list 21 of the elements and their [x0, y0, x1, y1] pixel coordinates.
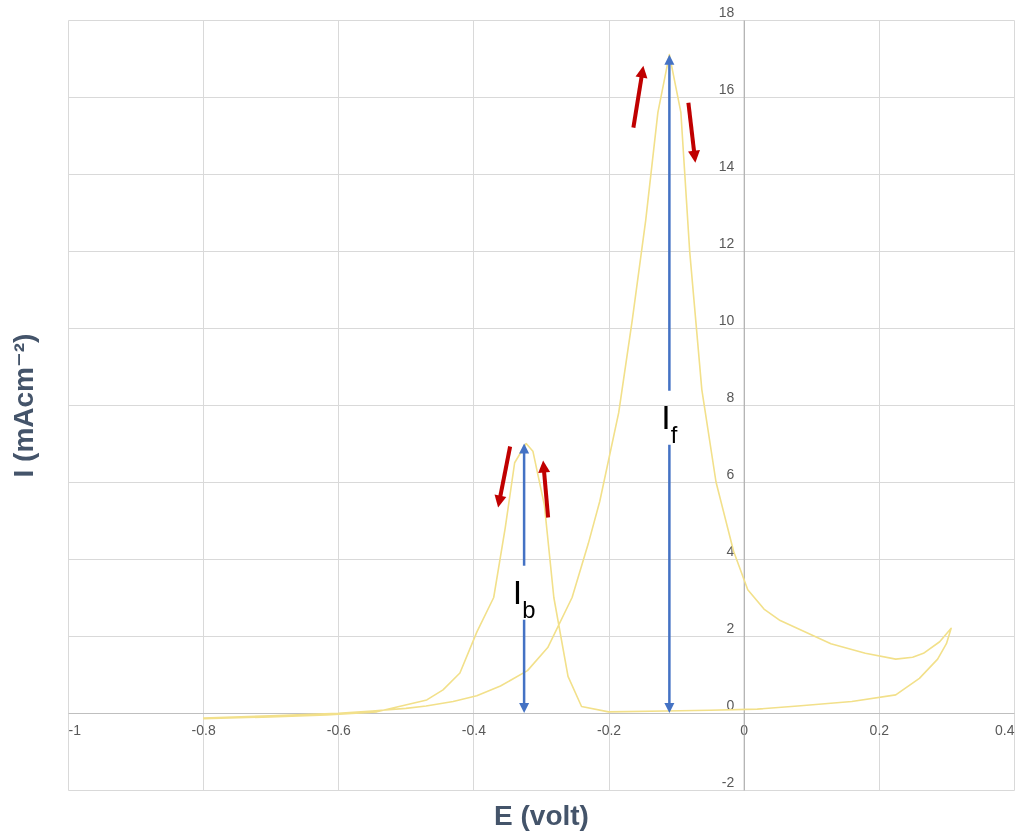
annotation: I$_{b}$ [512, 572, 536, 623]
y-tick-label: 2 [726, 619, 735, 636]
y-tick-label: 12 [718, 234, 735, 251]
x-tick-label: 0 [740, 721, 749, 738]
y-tick-label: 16 [718, 80, 735, 97]
x-tick-label: -0.6 [326, 721, 352, 738]
x-tick-label: 0.2 [869, 721, 890, 738]
y-tick-label: 8 [726, 388, 735, 405]
x-tick-label: 0.4 [995, 721, 1015, 738]
x-tick-label: -0.2 [597, 721, 622, 738]
x-tick-label: -0.8 [191, 721, 216, 738]
y-tick-label: 14 [718, 157, 735, 174]
y-tick-label: -2 [721, 773, 735, 790]
x-axis-title: E (volt) [494, 799, 589, 831]
y-axis-title: I (mAcm⁻²) [7, 333, 39, 478]
y-tick-label: 18 [718, 3, 735, 20]
annotation: I$_{f}$ [661, 397, 678, 448]
x-tick-label: -1 [68, 721, 82, 738]
y-tick-label: 10 [718, 311, 735, 328]
x-tick-label: -0.4 [461, 721, 487, 738]
y-tick-label: 6 [726, 465, 735, 482]
